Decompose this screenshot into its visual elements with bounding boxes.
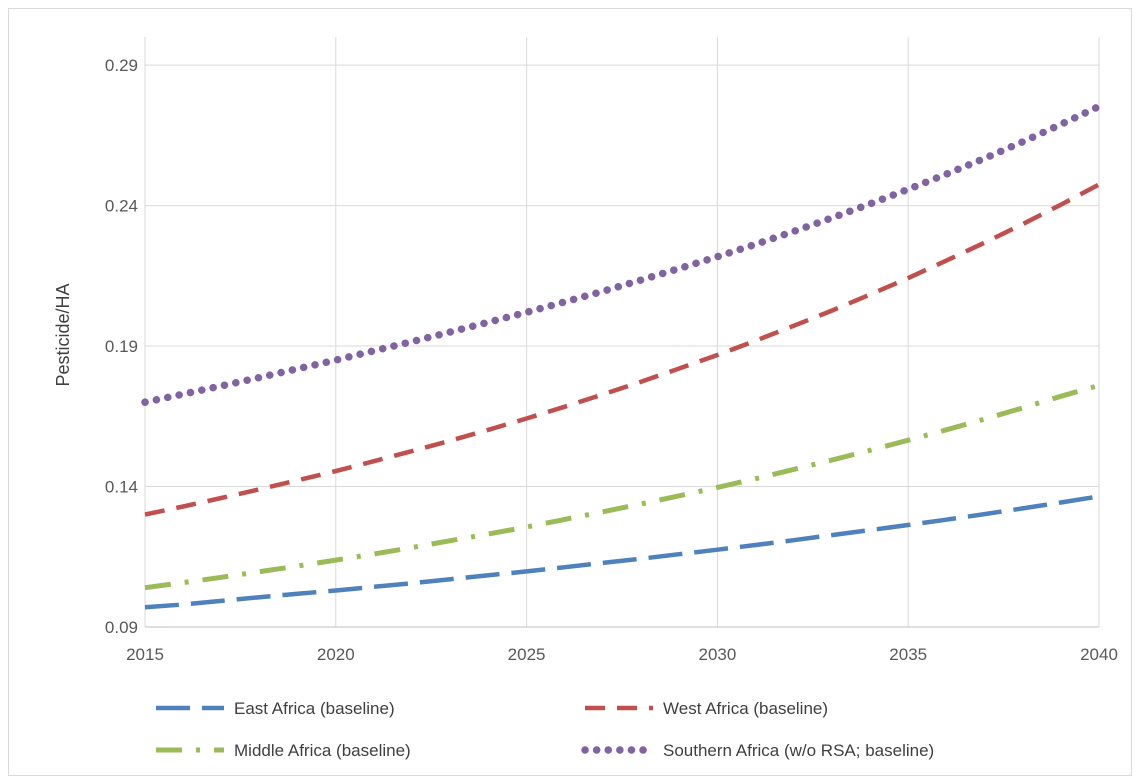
x-tick-label: 2035 [889, 645, 927, 664]
y-tick-label: 0.09 [105, 618, 138, 637]
chart-frame: 2015 2020 2025 2030 2035 2040 0.09 0.14 0.19 0.24… [8, 8, 1132, 776]
legend-label-1: East Africa (baseline) [234, 699, 395, 718]
y-axis-title: Pesticide/HA [53, 283, 73, 386]
legend-label-2: West Africa (baseline) [663, 699, 828, 718]
x-tick-label: 2020 [317, 645, 355, 664]
series-line-4 [141, 102, 1103, 406]
legend-label-4: Southern Africa (w/o RSA; baseline) [663, 741, 934, 760]
y-tick-label: 0.19 [105, 337, 138, 356]
x-tick-label: 2025 [508, 645, 546, 664]
x-tick-label: 2030 [698, 645, 736, 664]
x-tick-label: 2015 [126, 645, 164, 664]
series-line-1 [144, 494, 1100, 610]
line-chart: 2015 2020 2025 2030 2035 2040 0.09 0.14 0.19 0.24… [53, 37, 1118, 760]
y-tick-label: 0.24 [105, 197, 138, 216]
legend-label-3: Middle Africa (baseline) [234, 741, 411, 760]
series-line-2 [144, 182, 1101, 517]
y-tick-label: 0.14 [105, 478, 138, 497]
y-tick-label: 0.29 [105, 56, 138, 75]
x-tick-label: 2040 [1080, 645, 1118, 664]
series-line-3 [144, 382, 1100, 591]
